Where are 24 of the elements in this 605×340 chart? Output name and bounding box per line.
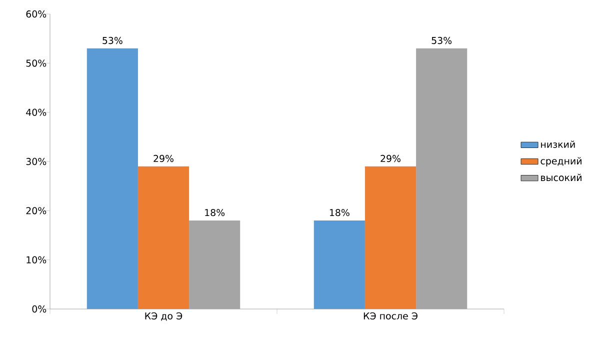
y-tick-label: 30% (26, 158, 46, 166)
legend-label: низкий (541, 140, 575, 148)
data-label: 53% (102, 36, 122, 44)
bar (86, 48, 138, 309)
y-tick-label: 0% (32, 305, 46, 313)
x-tick-label: КЭ после Э (364, 312, 418, 320)
y-tick-label: 40% (26, 108, 46, 116)
data-label: 18% (330, 208, 350, 216)
data-label: 29% (154, 154, 174, 162)
bar (189, 220, 240, 309)
bar (314, 220, 365, 309)
data-label: 18% (205, 208, 225, 216)
x-tick-label: КЭ до Э (145, 312, 182, 321)
y-tick-label: 60% (26, 10, 46, 18)
legend-label: высокий (541, 174, 582, 182)
y-tick-label: 10% (26, 256, 46, 264)
y-tick-label: 20% (26, 207, 46, 214)
bar (416, 48, 468, 309)
data-label: 29% (380, 154, 400, 162)
bar (138, 166, 190, 309)
bar (364, 166, 416, 309)
data-label: 53% (432, 36, 452, 44)
y-tick-label: 50% (26, 60, 46, 67)
legend-label: средний (540, 157, 582, 166)
